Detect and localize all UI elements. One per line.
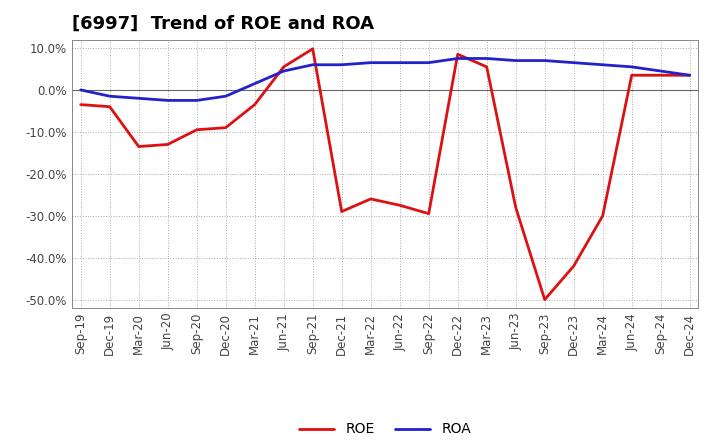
ROA xyxy=(541,58,549,63)
ROA xyxy=(657,68,665,73)
ROE xyxy=(366,196,375,202)
ROE xyxy=(454,51,462,57)
ROA xyxy=(221,94,230,99)
ROE xyxy=(251,102,259,107)
ROE xyxy=(135,144,143,149)
ROA xyxy=(308,62,317,67)
ROA xyxy=(366,60,375,65)
ROA xyxy=(454,56,462,61)
ROE xyxy=(511,205,520,210)
ROE xyxy=(657,73,665,78)
ROE xyxy=(221,125,230,130)
Legend: ROE, ROA: ROE, ROA xyxy=(294,417,477,440)
ROE xyxy=(279,64,288,70)
ROE xyxy=(685,73,694,78)
ROA xyxy=(627,64,636,70)
ROE xyxy=(570,264,578,269)
ROA xyxy=(482,56,491,61)
ROA xyxy=(279,68,288,73)
Line: ROA: ROA xyxy=(81,59,690,100)
ROA xyxy=(163,98,172,103)
ROE xyxy=(424,211,433,216)
ROE xyxy=(308,46,317,51)
ROE xyxy=(627,73,636,78)
ROE xyxy=(541,297,549,302)
ROE xyxy=(105,104,114,109)
ROA xyxy=(598,62,607,67)
ROE xyxy=(598,213,607,218)
ROA xyxy=(570,60,578,65)
ROE xyxy=(192,127,201,132)
ROA xyxy=(685,73,694,78)
ROA xyxy=(251,81,259,86)
ROA xyxy=(395,60,404,65)
ROE xyxy=(482,64,491,70)
ROE xyxy=(163,142,172,147)
ROE xyxy=(76,102,85,107)
ROA xyxy=(192,98,201,103)
ROA xyxy=(105,94,114,99)
ROA xyxy=(424,60,433,65)
Line: ROE: ROE xyxy=(81,49,690,300)
ROA xyxy=(511,58,520,63)
ROA xyxy=(338,62,346,67)
ROA xyxy=(135,95,143,101)
ROA xyxy=(76,87,85,92)
ROE xyxy=(395,202,404,208)
Text: [6997]  Trend of ROE and ROA: [6997] Trend of ROE and ROA xyxy=(72,15,374,33)
ROE xyxy=(338,209,346,214)
